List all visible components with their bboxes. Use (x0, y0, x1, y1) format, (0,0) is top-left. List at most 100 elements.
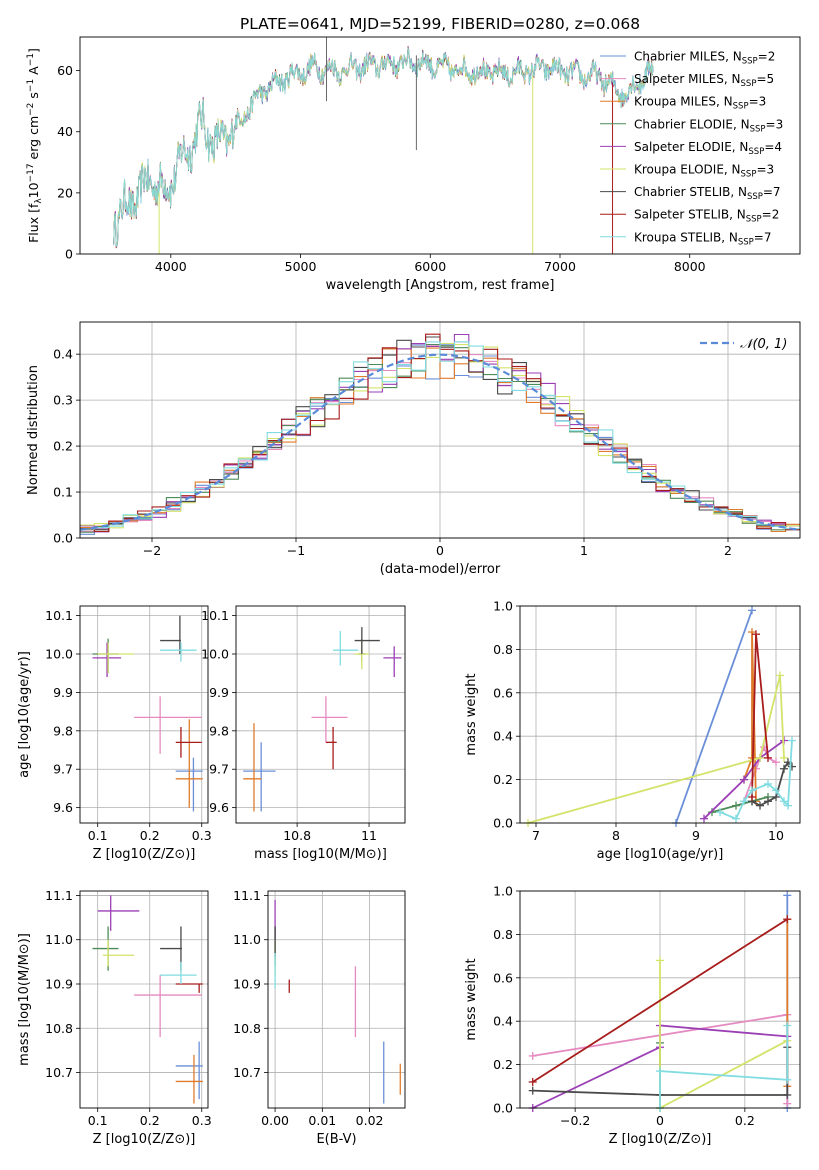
legend-count: =7 (754, 230, 772, 244)
axes-frame (519, 890, 801, 1109)
legend-name: Chabrier MILES, N (634, 50, 742, 64)
y-tick-label: 9.7 (209, 762, 229, 777)
y-tick-label: 9.9 (209, 685, 229, 700)
x-tick-label: 11 (361, 828, 377, 843)
x-tick-label: 2 (724, 543, 732, 558)
legend-count: =2 (758, 50, 776, 64)
x-tick-label: 7000 (544, 259, 576, 274)
residual-histogram (80, 333, 800, 532)
x-tick-label: 8000 (674, 259, 706, 274)
label-part: 10 (26, 182, 41, 198)
x-tick-label: 0.3 (192, 1113, 212, 1128)
y-tick-label: 9.7 (53, 762, 73, 777)
weight-line (527, 675, 785, 824)
legend-name: Chabrier ELODIE, N (634, 117, 750, 131)
y-tick-label: 11.0 (45, 932, 73, 947)
legend-name: Salpeter STELIB, N (634, 208, 746, 222)
legend-count: =7 (763, 185, 781, 199)
x-tick-label: 0 (436, 543, 444, 558)
legend-count: =4 (764, 140, 782, 154)
spectrum-panel: 4000 5000 6000 7000 8000 0 20 40 60 wavelength [A… (26, 36, 801, 293)
age_vs_Z-panel: 0.1 0.2 0.3 9.6 9.7 9.8 9.9 10.0 10.1 Z [log10(Z/… (17, 605, 212, 862)
figure-title: PLATE=0641, MJD=52199, FIBERID=0280, z=0… (240, 15, 640, 33)
x-tick-label: 0.00 (261, 1113, 289, 1128)
y-tick-label: 10.9 (45, 977, 73, 992)
residuals-panel: −2 −1 0 1 2 0.0 0.1 0.2 0.3 0.4 (data-model)/error… (26, 321, 801, 577)
x-tick-label: 0.02 (356, 1113, 384, 1128)
x-axis-label: wavelength [Angstrom, rest frame] (326, 278, 555, 293)
y-tick-label: 10.7 (233, 1065, 261, 1080)
weight-line (659, 1025, 789, 1108)
label-part: −2 (26, 103, 36, 116)
y-axis-label: Flux [fλ10−17 erg cm−2 s−1 A−1] (26, 48, 44, 243)
legend-sub: SSP (741, 79, 757, 89)
y-tick-label: 0.1 (53, 485, 73, 500)
x-tick-label: 10 (768, 828, 784, 843)
y-tick-label: 10.0 (201, 647, 229, 662)
y-tick-label: 9.6 (53, 800, 73, 815)
legend-count: =5 (756, 72, 774, 86)
x-axis-label: age [log10(age/yr)] (597, 847, 724, 862)
legend-sub: SSP (738, 237, 754, 247)
legend-name: Chabrier STELIB, N (634, 185, 747, 199)
legend-name: Kroupa MILES, N (634, 95, 733, 109)
label-part: ] (26, 48, 41, 53)
x-tick-label: 0.2 (735, 1113, 755, 1128)
x-tick-label: 7 (532, 828, 540, 843)
axes-frame (79, 605, 209, 824)
label-part: −17 (26, 163, 36, 182)
legend-count: =3 (756, 163, 774, 177)
legend-count: =3 (749, 95, 767, 109)
x-tick-label: 0 (656, 1113, 664, 1128)
y-tick-label: 9.8 (209, 723, 229, 738)
y-tick-label: 10.7 (45, 1065, 73, 1080)
x-tick-label: −1 (287, 543, 305, 558)
legend-label: Chabrier ELODIE, NSSP=3 (634, 117, 783, 134)
y-tick-label: 0.6 (493, 970, 513, 985)
axes-frame (267, 890, 406, 1109)
y-tick-label: 0.0 (53, 531, 73, 546)
legend-label: Chabrier MILES, NSSP=2 (634, 50, 775, 67)
mass_weight_vs_age-panel: 7 8 9 10 0.0 0.2 0.4 0.6 0.8 1.0 age [log10(age/yr… (464, 599, 801, 862)
weight-line (675, 609, 753, 824)
x-tick-label: 0.3 (192, 828, 212, 843)
legend-name: Salpeter MILES, N (634, 72, 741, 86)
y-tick-label: 10.1 (201, 608, 229, 623)
label-part: A (26, 66, 41, 79)
y-axis-label: age [log10(age/yr)] (17, 651, 32, 778)
y-tick-label: 40 (57, 124, 73, 139)
y-tick-label: 60 (57, 63, 73, 78)
axes-frame (79, 36, 801, 255)
y-axis-label: mass weight (464, 958, 479, 1040)
legend-sub: SSP (746, 215, 762, 225)
y-tick-label: 0.2 (493, 1057, 513, 1072)
y-tick-label: 11.0 (233, 932, 261, 947)
legend-sub: SSP (733, 102, 749, 112)
label-part: λ (34, 198, 44, 204)
legend-label: Kroupa STELIB, NSSP=7 (634, 230, 772, 247)
y-tick-label: 9.8 (53, 723, 73, 738)
x-tick-label: 9 (692, 828, 700, 843)
legend-name: Kroupa ELODIE, N (634, 163, 741, 177)
x-tick-label: 5000 (285, 259, 317, 274)
y-axis-label: mass weight (464, 673, 479, 755)
mass_vs_Z-panel: 0.1 0.2 0.3 10.7 10.8 10.9 11.0 11.1 Z [log10(Z/… (17, 888, 212, 1147)
x-tick-label: −0.2 (560, 1113, 590, 1128)
normal-curve (79, 353, 801, 531)
x-tick-label: 4000 (155, 259, 187, 274)
x-tick-label: 6000 (414, 259, 446, 274)
axes-frame (79, 321, 801, 539)
y-tick-label: 0.2 (53, 439, 73, 454)
y-tick-label: 0.4 (493, 729, 513, 744)
x-axis-label: Z [log10(Z/Z⊙)] (609, 1132, 712, 1147)
y-tick-label: 20 (57, 185, 73, 200)
y-tick-label: 0.2 (493, 772, 513, 787)
mass_weight_vs_Z-panel: −0.2 0 0.2 0.0 0.2 0.4 0.6 0.8 1.0 Z [log10(Z/Z⊙)… (464, 884, 801, 1147)
legend-count: =3 (766, 117, 784, 131)
y-tick-label: 10.9 (233, 977, 261, 992)
legend-sub: SSP (742, 57, 758, 67)
y-tick-label: 11.1 (233, 888, 261, 903)
weight-line (532, 918, 788, 1083)
